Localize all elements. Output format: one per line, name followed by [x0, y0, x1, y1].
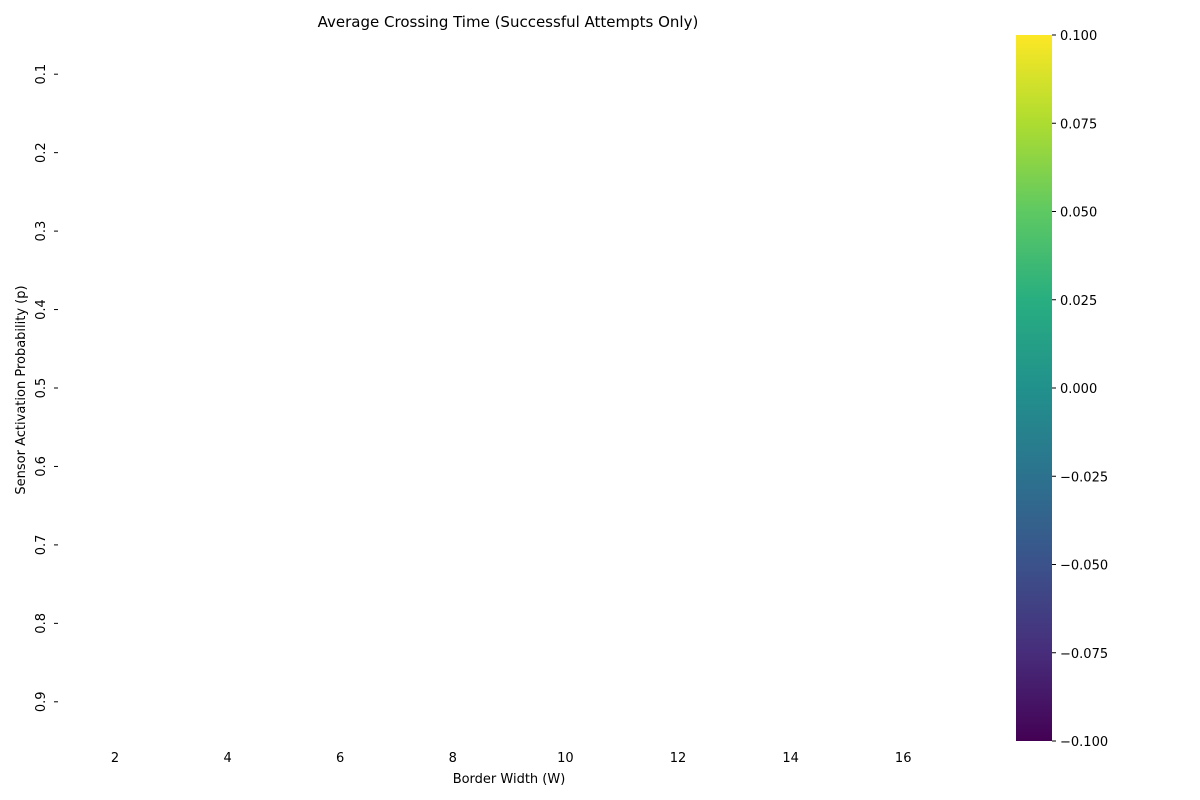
x-tick-label: 16 [895, 751, 912, 766]
colorbar-tick-label: −0.100 [1060, 735, 1108, 750]
colorbar-tick-label: 0.075 [1060, 117, 1097, 132]
y-tick-label: 0.5 [34, 378, 49, 399]
x-tick-label: 6 [336, 751, 344, 766]
y-axis-ticks: 0.1 0.2 0.3 0.4 0.5 0.6 0.7 0.8 0.9 [34, 64, 58, 712]
colorbar-tick-label: 0.000 [1060, 382, 1097, 397]
colorbar-tick-label: −0.075 [1060, 647, 1108, 662]
y-tick-label: 0.7 [34, 535, 49, 556]
colorbar-tick-label: 0.025 [1060, 294, 1097, 309]
x-tick-label: 8 [449, 751, 457, 766]
x-tick-label: 14 [782, 751, 799, 766]
y-tick-label: 0.1 [34, 64, 49, 85]
heatmap-plot-area [58, 35, 960, 741]
y-axis-label: Sensor Activation Probability (p) [14, 285, 29, 494]
x-tick-label: 10 [557, 751, 574, 766]
x-tick-label: 12 [670, 751, 687, 766]
colorbar-tick-label: 0.100 [1060, 29, 1097, 44]
x-tick-label: 2 [111, 751, 119, 766]
colorbar-tick-label: −0.050 [1060, 559, 1108, 574]
y-tick-label: 0.3 [34, 221, 49, 242]
y-tick-label: 0.2 [34, 142, 49, 163]
colorbar-tick-label: 0.050 [1060, 206, 1097, 221]
y-tick-label: 0.9 [34, 691, 49, 712]
colorbar [1016, 35, 1052, 741]
y-tick-label: 0.4 [34, 299, 49, 320]
y-tick-label: 0.6 [34, 456, 49, 477]
x-axis-label: Border Width (W) [453, 772, 566, 787]
y-tick-label: 0.8 [34, 613, 49, 634]
x-axis-ticks: 2 4 6 8 10 12 14 16 [111, 751, 912, 766]
chart-title: Average Crossing Time (Successful Attemp… [318, 13, 699, 31]
colorbar-ticks: 0.100 0.075 0.050 0.025 0.000 −0.025 −0.050 −0.… [1052, 29, 1108, 750]
colorbar-tick-label: −0.025 [1060, 470, 1108, 485]
x-tick-label: 4 [223, 751, 231, 766]
